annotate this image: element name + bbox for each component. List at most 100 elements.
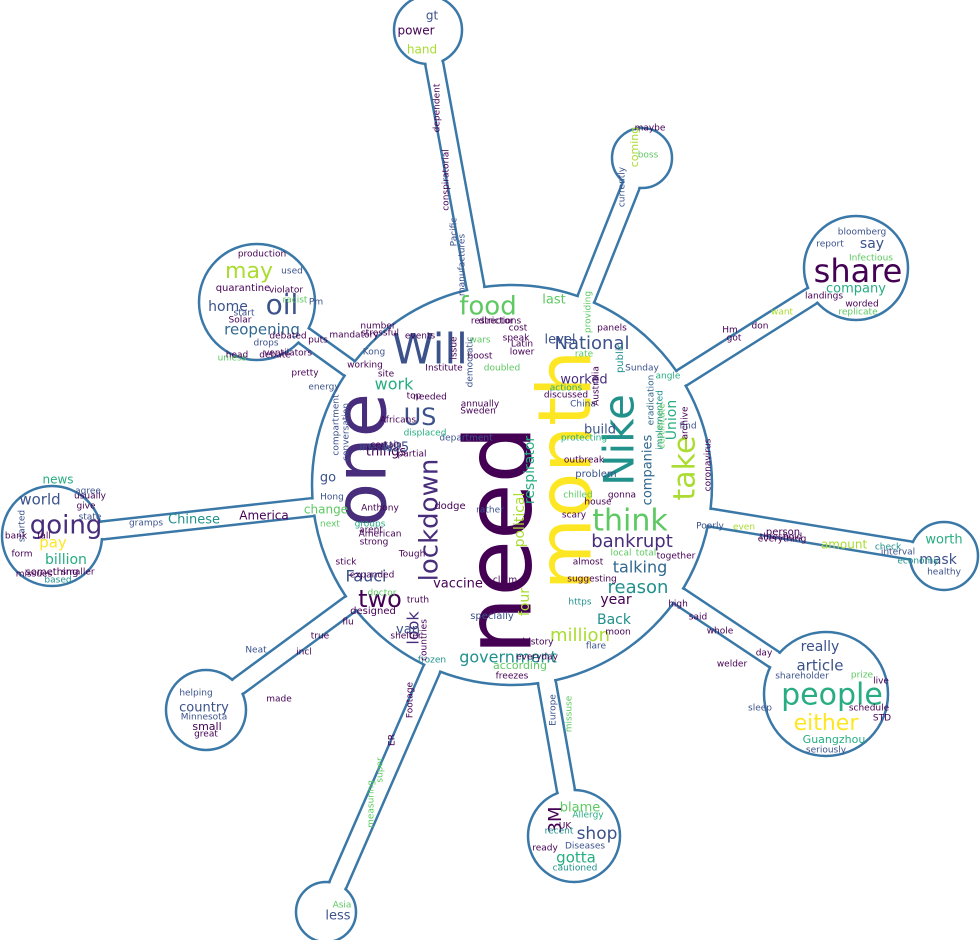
word-47: N95 xyxy=(383,441,409,456)
word-201: democratic xyxy=(466,337,476,388)
arm-knob-7 xyxy=(164,668,248,752)
word-180: gonna xyxy=(608,491,636,501)
word-209: providing xyxy=(584,291,594,333)
word-215: threshold xyxy=(760,533,802,543)
word-244: certain xyxy=(370,441,401,451)
word-66: worth xyxy=(925,533,962,548)
word-76: dodge xyxy=(434,501,465,512)
word-92: angle xyxy=(656,372,681,382)
word-71: hand xyxy=(407,43,437,57)
word-131: Minnesota xyxy=(181,713,227,723)
word-170: live xyxy=(873,677,889,687)
word-147: Africans xyxy=(380,416,416,426)
word-16: government xyxy=(459,648,557,667)
word-242: expanded xyxy=(350,571,395,581)
word-32: Back xyxy=(597,612,632,628)
word-4: Nike xyxy=(595,394,644,486)
word-233: measuring xyxy=(367,780,377,828)
word-40: level xyxy=(545,333,576,348)
word-211: archive xyxy=(681,406,691,439)
word-8: lockdown xyxy=(415,459,445,582)
word-217: racist xyxy=(283,296,308,306)
word-57: company xyxy=(826,282,886,297)
word-112: interval xyxy=(881,548,915,558)
word-75: designed xyxy=(350,606,396,617)
word-118: recent xyxy=(545,827,574,837)
word-151: partial xyxy=(398,450,427,460)
word-59: article xyxy=(796,657,843,675)
word-214: coronavirus xyxy=(704,438,714,491)
word-21: either xyxy=(794,711,860,736)
word-160: moon xyxy=(605,628,630,638)
word-187: rate xyxy=(575,350,594,360)
word-23: going xyxy=(30,511,103,541)
word-158: claim xyxy=(493,576,517,586)
word-184: total xyxy=(636,549,657,559)
word-54: something xyxy=(26,567,79,578)
word-139: drops xyxy=(253,339,278,349)
word-50: billion xyxy=(45,552,87,568)
word-69: power xyxy=(397,24,434,38)
word-129: based xyxy=(44,576,71,586)
word-27: shop xyxy=(577,824,618,844)
word-122: UK xyxy=(559,822,573,832)
word-34: year xyxy=(600,592,631,608)
word-83: infected xyxy=(360,444,397,454)
word-190: speak xyxy=(503,334,530,344)
word-239: pretty xyxy=(291,369,319,379)
word-223: usually xyxy=(74,492,107,502)
word-142: working xyxy=(347,361,383,371)
word-100: landings xyxy=(805,292,843,302)
word-89: compartment xyxy=(332,394,342,456)
word-159: https xyxy=(568,598,591,608)
word-49: Chinese xyxy=(168,513,220,528)
word-185: together xyxy=(657,552,696,562)
word-226: Pm xyxy=(309,298,323,308)
word-198: issue xyxy=(450,336,460,360)
word-101: report xyxy=(816,240,844,250)
word-107: want xyxy=(771,308,794,318)
word-36: respirator xyxy=(522,436,538,505)
word-228: missues xyxy=(16,570,53,580)
word-224: agree xyxy=(75,487,101,497)
word-137: Asia xyxy=(333,901,352,911)
word-45: things xyxy=(366,445,406,460)
word-155: shelter xyxy=(390,632,421,642)
word-72: coming xyxy=(628,127,641,168)
word-166: said xyxy=(689,613,707,623)
word-106: got xyxy=(727,334,742,344)
word-232: super xyxy=(376,757,386,783)
word-212: Australia xyxy=(592,366,602,406)
word-236: head xyxy=(226,351,248,361)
word-12: bankrupt xyxy=(591,531,673,552)
word-121: Diseases xyxy=(565,842,605,852)
word-168: welder xyxy=(717,660,748,670)
word-163: everyday xyxy=(516,653,559,663)
word-1: month xyxy=(523,350,609,590)
word-77: problem xyxy=(575,469,616,480)
word-241: stick xyxy=(336,558,358,568)
word-136: flu xyxy=(342,618,353,628)
word-74: specially xyxy=(470,611,514,622)
word-132: great xyxy=(194,730,218,740)
word-181: house xyxy=(584,498,612,508)
word-73: according xyxy=(493,659,547,672)
word-14: talking xyxy=(613,558,668,577)
word-115: Europe xyxy=(549,694,559,726)
word-195: director xyxy=(479,317,514,327)
word-169: day xyxy=(756,649,773,659)
word-188: cost xyxy=(509,324,528,334)
word-182: scary xyxy=(562,511,587,521)
word-123: gramps xyxy=(129,519,163,529)
word-37: companies xyxy=(641,434,656,505)
word-26: reopening xyxy=(224,321,300,339)
word-88: Anthony xyxy=(361,504,399,514)
word-144: site xyxy=(378,370,395,380)
word-171: prize xyxy=(851,671,874,681)
word-192: wars xyxy=(469,336,491,346)
word-210: certificate xyxy=(658,403,668,449)
word-213: Hm xyxy=(722,326,738,336)
word-93: eradication xyxy=(647,375,657,426)
virus-body xyxy=(310,283,714,687)
word-104: Infectious xyxy=(849,254,893,264)
